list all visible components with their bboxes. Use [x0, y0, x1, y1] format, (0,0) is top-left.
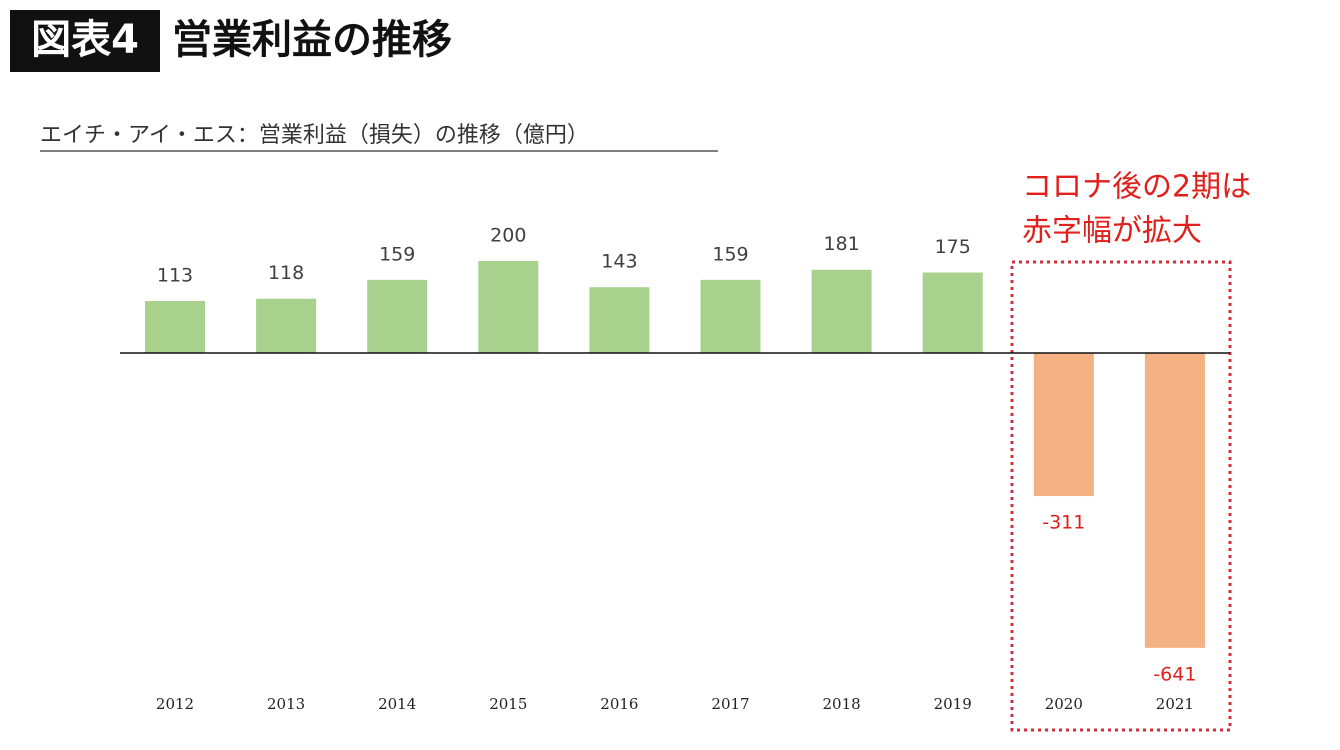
value-label: 143 [601, 251, 637, 273]
subtitle: エイチ・アイ・エス：営業利益（損失）の推移（億円） [40, 123, 589, 148]
x-tick-label: 2015 [489, 695, 527, 713]
value-label: 159 [712, 243, 748, 265]
value-label: 175 [935, 236, 971, 258]
value-label: 113 [157, 265, 193, 287]
bar [922, 272, 983, 353]
bar [700, 279, 761, 353]
chart-title: 営業利益の推移 [172, 17, 452, 63]
x-tick-label: 2019 [934, 695, 972, 713]
x-tick-label: 2012 [156, 695, 194, 713]
bar [256, 298, 317, 353]
bar [811, 269, 872, 353]
value-label: 159 [379, 243, 415, 265]
bar [1144, 353, 1205, 648]
x-tick-label: 2017 [711, 695, 749, 713]
value-label: 118 [268, 262, 304, 284]
x-tick-label: 2014 [378, 695, 416, 713]
x-tick-label: 2020 [1045, 695, 1083, 713]
bar [478, 261, 539, 353]
x-tick-label: 2021 [1156, 695, 1194, 713]
annotation: 赤字幅が拡大 [1022, 214, 1202, 249]
x-tick-label: 2016 [600, 695, 638, 713]
title-box [10, 10, 160, 72]
value-label: -641 [1153, 663, 1196, 685]
bar [367, 279, 428, 353]
x-tick-label: 2018 [823, 695, 861, 713]
bar [145, 301, 205, 353]
annotation: コロナ後の2期は [1022, 170, 1251, 205]
bar [1033, 353, 1094, 497]
bar [589, 287, 650, 353]
x-tick-label: 2013 [267, 695, 305, 713]
value-label: 181 [823, 233, 859, 255]
value-label: 200 [490, 225, 526, 247]
title-label: 図表4 [31, 17, 139, 63]
value-label: -311 [1042, 512, 1085, 534]
